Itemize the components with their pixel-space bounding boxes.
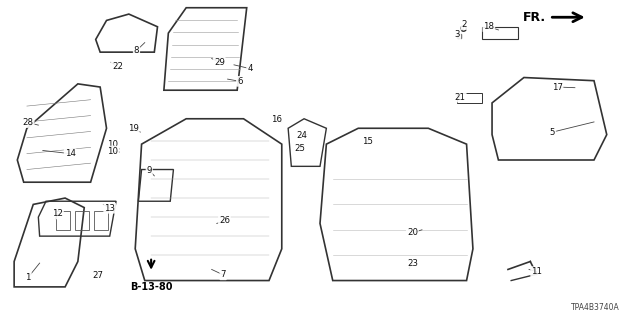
Text: 27: 27 [93, 271, 104, 280]
Text: 24: 24 [297, 131, 308, 140]
Bar [56, 211, 70, 230]
Text: 14: 14 [65, 149, 76, 158]
Text: 10: 10 [108, 140, 118, 149]
Text: 13: 13 [104, 204, 115, 213]
Text: 10: 10 [108, 147, 118, 156]
Text: 17: 17 [552, 83, 563, 92]
Text: 21: 21 [454, 93, 466, 102]
Text: 23: 23 [407, 259, 418, 268]
Text: 1: 1 [26, 273, 31, 282]
Bar [483, 27, 518, 39]
Text: 22: 22 [112, 62, 123, 71]
Text: 25: 25 [294, 144, 305, 153]
Text: 3: 3 [455, 30, 460, 39]
Bar [75, 211, 89, 230]
Text: 28: 28 [22, 118, 34, 127]
Text: 18: 18 [483, 22, 494, 31]
Text: 8: 8 [134, 46, 140, 55]
Text: FR.: FR. [523, 11, 546, 24]
Text: 5: 5 [550, 128, 556, 137]
Text: 9: 9 [147, 166, 152, 175]
Text: 16: 16 [271, 115, 282, 124]
Text: 15: 15 [362, 137, 373, 146]
Text: 29: 29 [214, 58, 225, 67]
Text: 26: 26 [219, 216, 230, 225]
Bar [94, 211, 108, 230]
Text: 11: 11 [531, 267, 542, 276]
Text: 4: 4 [247, 64, 253, 73]
Text: 6: 6 [237, 77, 243, 86]
Text: 20: 20 [407, 228, 418, 237]
Text: 2: 2 [461, 20, 467, 29]
Text: 19: 19 [128, 124, 139, 133]
Text: B-13-80: B-13-80 [130, 282, 172, 292]
Bar [457, 93, 483, 103]
Text: TPA4B3740A: TPA4B3740A [571, 303, 620, 312]
Text: 12: 12 [52, 209, 63, 219]
Text: 7: 7 [220, 270, 226, 279]
